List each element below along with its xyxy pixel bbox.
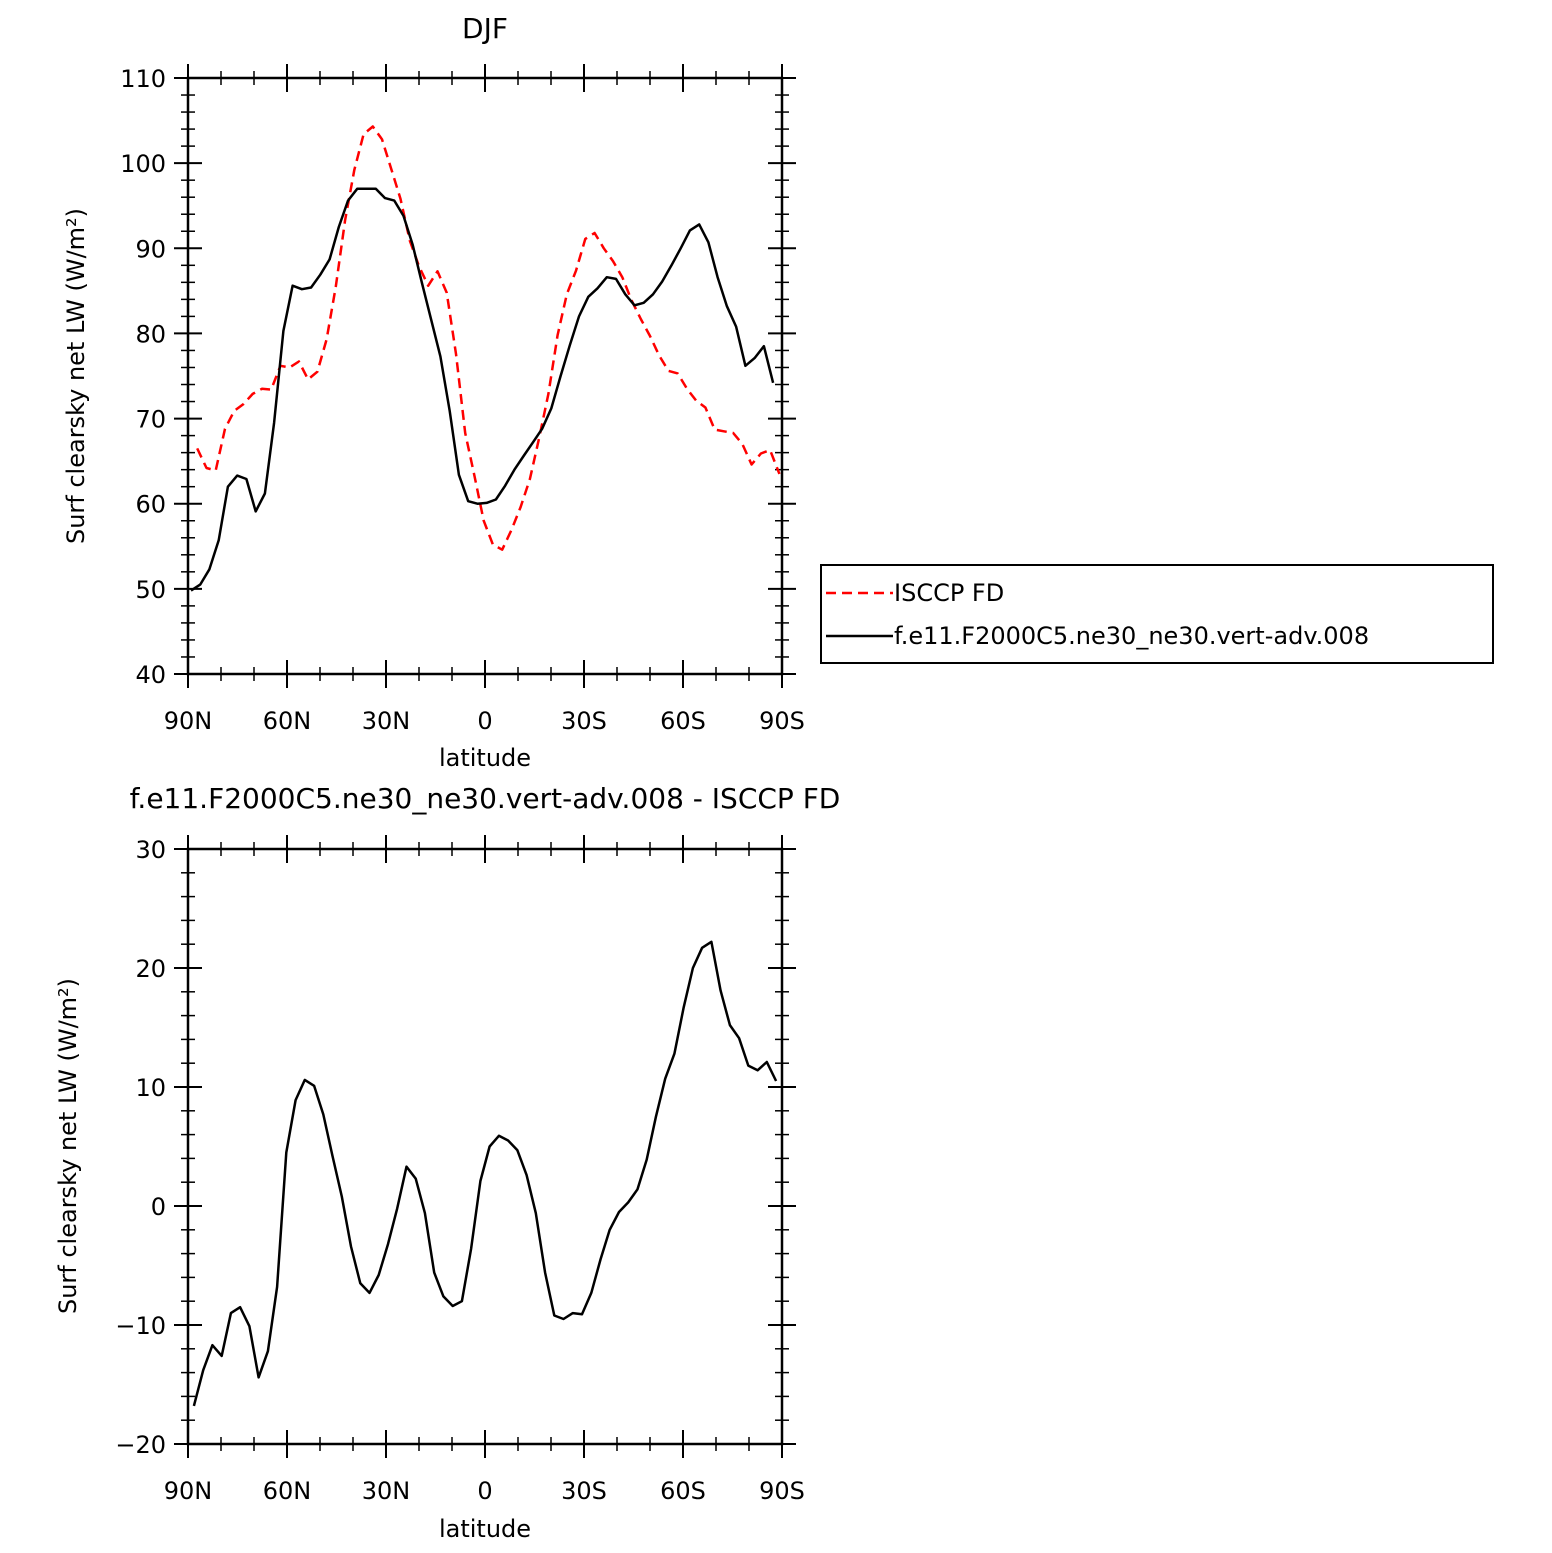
y-tick-label: 30 (135, 836, 166, 864)
y-tick-label: 60 (135, 491, 166, 519)
y-tick-label: 50 (135, 576, 166, 604)
y-tick-label: 40 (135, 661, 166, 689)
bottom-x-tick-labels: 90N 60N 30N 0 30S 60S 90S (164, 1477, 805, 1505)
top-chart-title: DJF (462, 12, 508, 45)
legend-label-model: f.e11.F2000C5.ne30_ne30.vert-adv.008 (894, 622, 1369, 650)
x-tick-label: 30N (362, 707, 411, 735)
top-tick-marks (174, 64, 796, 688)
x-tick-label: 60S (660, 707, 706, 735)
y-tick-label: 0 (151, 1193, 166, 1221)
y-tick-label: 80 (135, 320, 166, 348)
bottom-tick-marks (174, 835, 796, 1458)
difference-line (192, 940, 778, 1407)
y-tick-label: 100 (120, 150, 166, 178)
legend-frame (820, 564, 1494, 664)
legend: ISCCP FD f.e11.F2000C5.ne30_ne30.vert-ad… (820, 564, 1494, 664)
x-tick-label: 30S (561, 707, 607, 735)
top-x-tick-labels: 90N 60N 30N 0 30S 60S 90S (164, 707, 805, 735)
bottom-y-axis-label: Surf clearsky net LW (W/m²) (54, 978, 82, 1314)
x-tick-label: 90S (759, 1477, 805, 1505)
bottom-chart-title: f.e11.F2000C5.ne30_ne30.vert-adv.008 - I… (130, 782, 841, 815)
x-tick-label: 30N (362, 1477, 411, 1505)
y-tick-label: 10 (135, 1074, 166, 1102)
top-y-axis-label: Surf clearsky net LW (W/m²) (62, 208, 90, 544)
x-tick-label: 30S (561, 1477, 607, 1505)
bottom-y-tick-labels: −20 −10 0 10 20 30 (115, 836, 166, 1459)
legend-label-isccp: ISCCP FD (894, 579, 1004, 607)
top-x-axis-label: latitude (439, 744, 531, 772)
model-line (190, 187, 775, 592)
x-tick-label: 60N (263, 707, 312, 735)
y-tick-label: 70 (135, 406, 166, 434)
x-tick-label: 90S (759, 707, 805, 735)
bottom-series-lines (192, 940, 778, 1407)
y-tick-label: −10 (115, 1312, 166, 1340)
x-tick-label: 0 (477, 707, 492, 735)
y-tick-label: 90 (135, 235, 166, 263)
top-y-tick-labels: 40 50 60 70 80 90 100 110 (120, 65, 166, 689)
x-tick-label: 90N (164, 707, 213, 735)
x-tick-label: 90N (164, 1477, 213, 1505)
isccp-fd-line (196, 125, 781, 551)
y-tick-label: −20 (115, 1431, 166, 1459)
x-tick-label: 60N (263, 1477, 312, 1505)
top-series-lines (190, 125, 781, 592)
bottom-plot-frame (186, 847, 784, 1446)
bottom-x-axis-label: latitude (439, 1515, 531, 1543)
y-tick-label: 110 (120, 65, 166, 93)
x-tick-label: 60S (660, 1477, 706, 1505)
y-tick-label: 20 (135, 955, 166, 983)
bottom-panel: f.e11.F2000C5.ne30_ne30.vert-adv.008 - I… (54, 782, 840, 1543)
x-tick-label: 0 (477, 1477, 492, 1505)
